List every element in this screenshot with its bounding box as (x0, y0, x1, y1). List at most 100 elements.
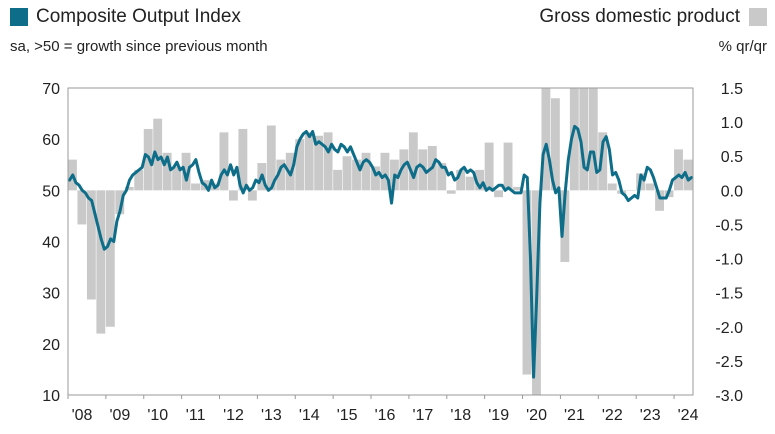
x-axis-tick-label: '18 (450, 407, 471, 424)
x-axis-tick-label: '10 (147, 407, 168, 424)
gdp-bar (569, 88, 579, 191)
gdp-bar (124, 186, 134, 191)
gdp-bar (522, 190, 532, 375)
gdp-bar (172, 166, 182, 191)
right-axis-tick-label: -2.0 (715, 320, 743, 337)
gdp-bar (295, 139, 305, 191)
composite-line (68, 124, 693, 379)
gdp-bars (68, 88, 693, 395)
legend-swatch-line (10, 8, 28, 26)
gdp-bar (598, 132, 608, 191)
left-axis-subtitle: sa, >50 = growth since previous month (10, 38, 268, 55)
x-axis-tick-label: '15 (337, 407, 358, 424)
gdp-bar (361, 152, 371, 191)
gdp-bar (674, 149, 683, 191)
x-axis-ticks: '08 '09 '10 '11 '12 '13 '14 '15 '16 '17 '18 '19 '20 '… (67, 395, 699, 424)
left-axis-tick-label: 50 (42, 183, 60, 200)
legend-item-composite-output: Composite Output Index (10, 6, 241, 28)
gdp-bar (399, 149, 409, 191)
left-axis-ticks: 70 60 50 40 30 20 10 (42, 81, 60, 405)
gdp-bar (162, 152, 172, 191)
x-axis-tick-label: '16 (375, 407, 396, 424)
gdp-bar (683, 159, 693, 191)
gdp-bar (503, 142, 513, 191)
gdp-bar (465, 176, 475, 191)
gdp-bar (550, 98, 560, 191)
x-axis-tick-label: '21 (564, 407, 585, 424)
gdp-bar (134, 169, 144, 191)
gdp-bar (579, 88, 589, 191)
gdp-bar (323, 132, 333, 191)
legend-label-gdp: Gross domestic product (539, 6, 740, 27)
gdp-bar (115, 190, 125, 215)
x-axis-tick-label: '13 (261, 407, 282, 424)
right-axis-tick-label: 1.5 (721, 81, 743, 98)
x-axis-tick-label: '17 (412, 407, 433, 424)
gdp-bar (418, 149, 428, 191)
x-axis-tick-label: '22 (602, 407, 623, 424)
gdp-bar (181, 152, 191, 191)
x-axis-tick-label: '11 (186, 407, 206, 424)
x-axis-tick-label: '12 (223, 407, 244, 424)
gdp-bar (77, 190, 87, 225)
x-axis-tick-label: '08 (72, 407, 93, 424)
gdp-bar (475, 169, 485, 191)
right-axis-tick-label: 1.0 (721, 115, 743, 132)
gdp-bar (513, 186, 522, 191)
gdp-bar (626, 190, 636, 191)
gdp-bar (380, 152, 390, 191)
gdp-bar (247, 190, 257, 201)
gdp-bar (314, 135, 324, 191)
x-axis-tick-label: '19 (488, 407, 509, 424)
right-axis-ticks: 1.5 1.0 0.5 0.0 -0.5 -1.0 -1.5 -2.0 -2.5 -3.0 (715, 81, 743, 405)
right-axis-tick-label: -1.5 (715, 286, 743, 303)
gdp-bar (494, 190, 504, 198)
left-axis-tick-label: 30 (42, 286, 60, 303)
legend: Composite Output Index Gross domestic pr… (0, 6, 775, 34)
gdp-bar (607, 183, 617, 191)
gdp-bar (105, 190, 115, 327)
gdp-bar (266, 125, 276, 191)
right-axis-tick-label: -0.5 (715, 217, 743, 234)
gdp-bar (484, 142, 494, 191)
gdp-bar (352, 159, 361, 191)
right-axis-tick-label: -1.0 (715, 252, 743, 269)
gdp-bar (333, 169, 343, 191)
composite-output-line (68, 124, 693, 379)
gdp-bar (86, 190, 96, 300)
right-axis-tick-label: -2.5 (715, 354, 743, 371)
gdp-bar (541, 88, 551, 191)
left-axis-tick-label: 40 (42, 235, 60, 252)
gdp-bar (437, 163, 447, 191)
right-axis-tick-label: 0.0 (721, 183, 743, 200)
x-axis-tick-label: '20 (526, 407, 547, 424)
plot-frame (67, 87, 694, 396)
gdp-bar (96, 190, 106, 334)
gdp-bar (228, 190, 238, 201)
left-axis-tick-label: 70 (42, 81, 60, 98)
left-axis-tick-label: 20 (42, 337, 60, 354)
gdp-bar (342, 156, 352, 191)
gdp-bar (191, 183, 200, 191)
gdp-bar (304, 132, 314, 191)
x-axis-tick-label: '23 (640, 407, 661, 424)
x-axis-tick-label: '24 (678, 407, 699, 424)
right-axis-tick-label: -3.0 (715, 388, 743, 405)
left-axis-tick-label: 60 (42, 132, 60, 149)
gdp-bar (645, 183, 655, 191)
right-axis-tick-label: 0.5 (721, 149, 743, 166)
gdp-bar (560, 190, 570, 262)
x-axis-tick-label: '14 (299, 407, 320, 424)
legend-label-composite-output: Composite Output Index (36, 6, 241, 27)
gdp-bar (588, 88, 598, 191)
gdp-bar (153, 118, 163, 191)
gdp-bar (238, 128, 248, 191)
x-axis-tick-label: '09 (109, 407, 130, 424)
gdp-bar (446, 190, 456, 194)
legend-swatch-bar (749, 8, 767, 26)
legend-item-gdp: Gross domestic product (539, 6, 767, 28)
left-axis-tick-label: 10 (42, 388, 60, 405)
gdp-bar (655, 190, 664, 211)
gdp-bar (371, 166, 380, 191)
